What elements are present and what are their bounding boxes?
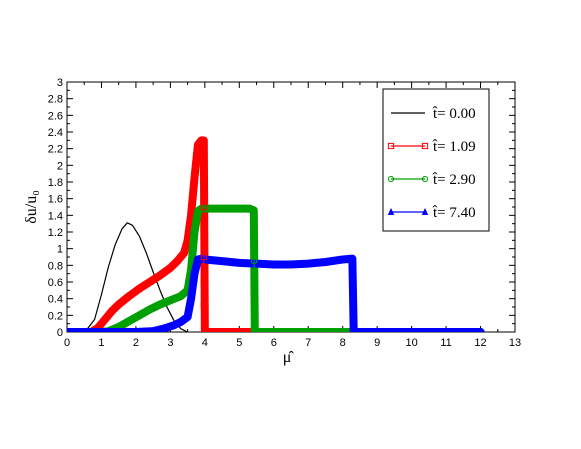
y-tick-label: 0.2 — [48, 310, 63, 322]
data-point — [350, 256, 357, 264]
series-line-1 — [67, 136, 485, 332]
x-tick-label: 11 — [440, 337, 451, 349]
legend-label-2: t̂= 2.90 — [432, 172, 476, 188]
data-point — [251, 210, 258, 217]
y-tick-label: 2.4 — [48, 127, 63, 139]
x-tick-label: 10 — [405, 337, 417, 349]
x-tick-label: 13 — [509, 337, 521, 349]
y-tick-label: 1.2 — [48, 227, 63, 239]
x-tick-label: 7 — [305, 337, 311, 349]
x-tick-label: 4 — [202, 337, 208, 349]
data-point — [200, 153, 207, 161]
legend-marker — [421, 175, 429, 183]
x-tick-label: 6 — [271, 337, 277, 349]
y-tick-label: 0.4 — [48, 294, 63, 306]
y-tick-label: 1.6 — [48, 194, 63, 206]
x-tick-label: 2 — [133, 337, 139, 349]
legend-marker — [387, 207, 395, 216]
x-tick-label: 1 — [98, 337, 104, 349]
data-point — [200, 162, 207, 169]
legend-marker — [387, 142, 395, 150]
data-point — [251, 213, 258, 221]
legend-label-3: t̂= 7.40 — [432, 205, 476, 221]
y-tick-label: 2.2 — [48, 144, 63, 156]
data-point — [350, 277, 357, 286]
data-point — [200, 158, 207, 165]
y-tick-label: 2.6 — [48, 110, 63, 122]
data-point — [200, 141, 207, 148]
data-point — [350, 323, 357, 331]
x-tick-label: 5 — [236, 337, 242, 349]
legend-marker — [387, 175, 395, 183]
y-tick-label: 1.4 — [48, 210, 63, 222]
data-point — [251, 258, 258, 265]
legend-marker — [421, 207, 429, 216]
y-tick-label: 0.6 — [48, 277, 63, 289]
x-tick-label: 9 — [374, 337, 380, 349]
x-axis-title: μ̂ — [283, 349, 295, 366]
data-point — [200, 278, 207, 286]
plot-area — [67, 136, 485, 332]
legend-marker — [421, 142, 429, 150]
legend: t̂= 0.00 t̂= 1.09 t̂= 2.90 t̂= 7.40 — [382, 88, 490, 232]
data-point — [200, 174, 207, 181]
data-point — [200, 253, 207, 261]
legend-label-1: t̂= 1.09 — [432, 139, 476, 155]
data-point — [251, 322, 258, 329]
data-point — [200, 149, 207, 156]
data-point — [200, 145, 207, 152]
series-line-2 — [67, 204, 485, 332]
y-axis-title: δu/u₀ — [23, 190, 40, 224]
y-tick-label: 3 — [57, 77, 63, 89]
y-tick-label: 0 — [57, 327, 63, 339]
data-point — [350, 267, 357, 276]
x-tick-label: 0 — [64, 337, 70, 349]
data-point — [350, 302, 357, 311]
x-tick-label: 8 — [340, 337, 346, 349]
x-tick-label: 12 — [474, 337, 486, 349]
x-tick-label: 3 — [167, 337, 173, 349]
y-tick-label: 0.8 — [48, 260, 63, 272]
data-point — [200, 228, 207, 236]
y-tick-label: 2 — [57, 160, 63, 172]
y-tick-label: 1 — [57, 244, 63, 256]
legend-label-0: t̂= 0.00 — [432, 106, 476, 122]
data-point — [200, 203, 207, 211]
series-line-0 — [84, 222, 193, 332]
data-point — [251, 228, 258, 236]
y-tick-label: 1.8 — [48, 177, 63, 189]
data-point — [200, 302, 207, 309]
data-point — [251, 291, 258, 298]
y-tick-label: 2.8 — [48, 94, 63, 106]
